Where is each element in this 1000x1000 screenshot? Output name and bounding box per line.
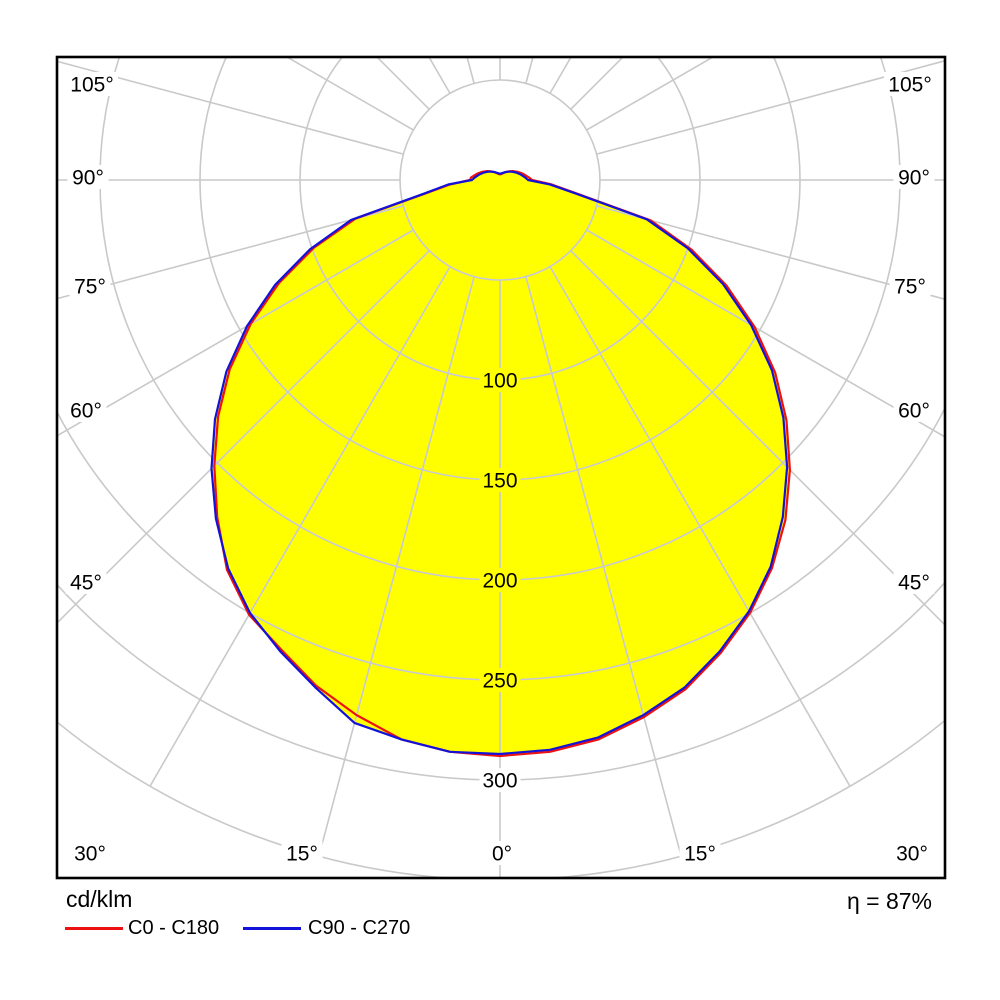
axis-label: 100 (482, 370, 517, 393)
curve-c90-c270 (210, 170, 789, 756)
chart-frame (55, 55, 947, 880)
axis-label: 0° (492, 843, 512, 866)
axis-label: 60° (898, 400, 930, 423)
polar-grid-inner (211, 171, 790, 757)
axis-label: 90° (898, 167, 930, 190)
legend-label-c90: C90 - C270 (308, 917, 411, 939)
legend-label-c0: C0 - C180 (128, 917, 220, 939)
unit-label: cd/klm (66, 886, 133, 912)
axis-label: 300 (482, 770, 517, 793)
axis-label: 105° (888, 74, 931, 97)
axis-label: 45° (898, 572, 930, 595)
axis-label: 200 (482, 570, 517, 593)
axis-label: 60° (70, 400, 102, 423)
axis-label: 15° (286, 843, 318, 866)
axis-label: 30° (74, 843, 106, 866)
legend: C0 - C180 C90 - C270 (0, 916, 1000, 942)
axis-label: 75° (74, 276, 106, 299)
axis-label: 105° (70, 74, 113, 97)
axis-label: 45° (70, 572, 102, 595)
axis-label: 150 (482, 470, 517, 493)
legend-swatch-c90 (243, 927, 301, 930)
axis-label: 250 (482, 670, 517, 693)
axis-label: 15° (684, 843, 716, 866)
legend-swatch-c0 (65, 927, 123, 930)
axis-label: 90° (72, 167, 104, 190)
axis-label: 30° (896, 843, 928, 866)
efficiency-value: η = 87% (846, 888, 932, 914)
axis-label: 75° (894, 276, 926, 299)
